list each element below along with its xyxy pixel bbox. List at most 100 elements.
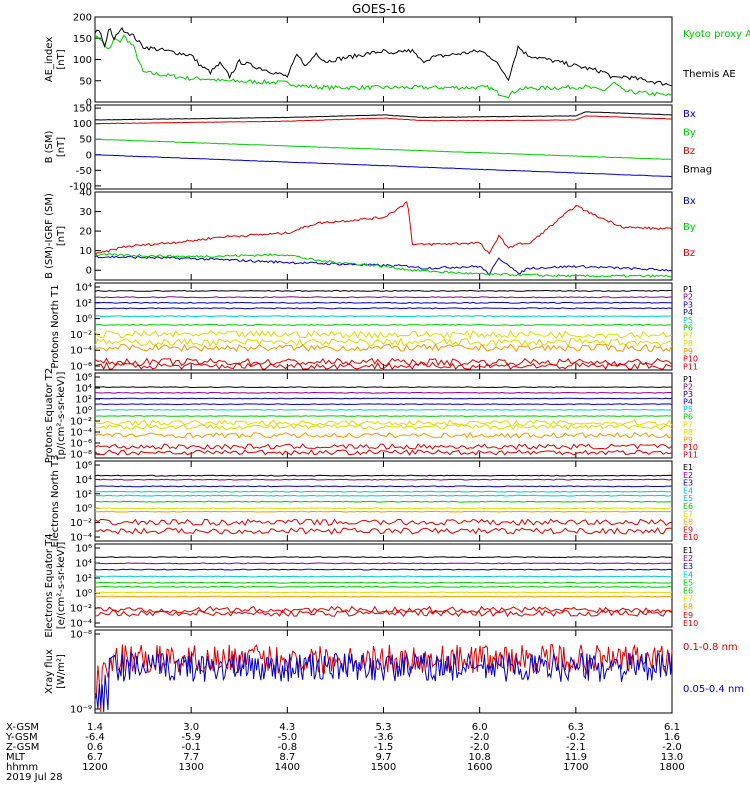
y-tick-label: -100 (69, 181, 92, 192)
footer-cell: 8.7 (279, 752, 295, 763)
y-axis-label: Protons North T1 (50, 284, 61, 368)
footer-row-label: hhmm (6, 762, 38, 773)
y-axis-unit: [nT] (56, 226, 67, 246)
y-tick-label: 10⁻⁸ (70, 450, 92, 461)
footer-cell: 6.0 (472, 722, 488, 733)
legend-label: P6 (683, 324, 693, 333)
y-axis-label: AE_index (44, 37, 55, 83)
series-e8 (95, 510, 673, 513)
legend-label: E9 (683, 525, 693, 534)
series-p5 (94, 408, 673, 411)
series-bz (94, 201, 673, 256)
legend-label: P3 (683, 300, 693, 309)
footer-cell: 3.0 (183, 722, 199, 733)
footer-cell: 5.3 (376, 722, 392, 733)
series-p3 (94, 301, 673, 304)
legend-label: E6 (683, 587, 693, 596)
footer-cell: 6.1 (664, 722, 680, 733)
series-p11 (94, 449, 673, 456)
footer-cell: 13.0 (661, 752, 683, 763)
y-tick-label: 0 (86, 98, 92, 109)
series-p3 (95, 397, 673, 400)
legend-label: E1 (683, 463, 693, 472)
legend-label: E6 (683, 502, 693, 511)
series-0-05-0-4-nm (94, 651, 673, 713)
y-tick-label: 10⁶ (75, 373, 92, 384)
footer-row-label: 2019 Jul 28 (6, 772, 63, 783)
series-by (94, 253, 673, 278)
y-tick-label: 0 (86, 150, 92, 161)
y-tick-label: 10⁻⁴ (70, 533, 92, 544)
legend-label: P10 (683, 443, 698, 452)
y-axis-unit: [nT] (56, 137, 67, 157)
panel-frame (94, 282, 673, 371)
series-p11 (94, 361, 673, 371)
y-tick-label: 200 (73, 13, 92, 24)
footer-cell: -3.6 (374, 732, 394, 743)
series-p8 (94, 423, 673, 431)
footer-cell: 0.6 (87, 742, 103, 753)
legend-label: E7 (683, 595, 693, 604)
y-tick-label: 50 (79, 135, 92, 146)
legend-label: Bz (683, 146, 695, 157)
legend-label: E5 (683, 578, 693, 587)
series-p6 (94, 415, 673, 417)
legend-label: P7 (683, 420, 693, 429)
legend-label: By (683, 128, 696, 139)
y-axis-label: Protons Equator T2 (44, 368, 55, 464)
series-e1 (94, 556, 673, 559)
footer-cell: -2.0 (470, 742, 490, 753)
y-tick-label: 10⁻² (70, 417, 92, 428)
footer-cell: 1700 (563, 762, 588, 773)
series-p2 (94, 391, 673, 394)
legend-label: P5 (683, 316, 693, 325)
legend-label: E10 (683, 619, 698, 628)
series-p7 (94, 419, 673, 427)
series-e3 (95, 485, 673, 488)
y-tick-label: 10⁴ (75, 559, 92, 570)
legend-label: P9 (683, 435, 693, 444)
legend-label: P4 (683, 398, 693, 407)
legend-label: Bz (683, 248, 695, 259)
footer-row-label: Z-GSM (6, 742, 39, 753)
series-themis-ae (94, 27, 673, 87)
y-tick-label: 10⁻⁶ (70, 362, 92, 373)
series-p8 (94, 337, 673, 347)
y-axis-label: B (SM)-IGRF (SM) (44, 193, 55, 279)
series-p10 (94, 357, 673, 367)
series-e8 (94, 595, 673, 598)
legend-label: 0.05-0.4 nm (683, 684, 744, 695)
legend-label: E4 (683, 570, 693, 579)
y-axis-label: Xray flux (44, 649, 55, 694)
y-tick-label: 10⁶ (75, 544, 92, 555)
footer-cell: -2.0 (470, 732, 490, 743)
legend-label: Bmag (683, 165, 712, 176)
series-e9 (94, 605, 673, 614)
series-e6 (94, 500, 673, 503)
footer-cell: -6.4 (85, 732, 105, 743)
footer-cell: 1500 (371, 762, 396, 773)
footer-cell: -5.0 (278, 732, 298, 743)
y-tick-label: 10⁰ (75, 406, 92, 417)
footer-cell: -2.1 (566, 742, 586, 753)
y-tick-label: 100 (73, 55, 92, 66)
series-by (94, 138, 673, 160)
series-p4 (94, 307, 673, 310)
legend-label: E4 (683, 486, 693, 495)
footer-row-label: X-GSM (6, 722, 39, 733)
y-axis-unit: [e/(cm²-s-sr-keV)] (56, 542, 67, 630)
footer-cell: 1400 (275, 762, 300, 773)
footer-cell: 7.7 (183, 752, 199, 763)
y-tick-label: 10² (75, 574, 92, 585)
legend-label: P1 (683, 285, 693, 294)
y-tick-label: 10⁻⁸ (70, 630, 92, 641)
series-p5 (94, 315, 673, 318)
y-tick-label: 10⁻⁴ (70, 619, 92, 630)
legend-label: P6 (683, 413, 693, 422)
series-e7 (94, 591, 673, 594)
footer-cell: -0.2 (566, 732, 586, 743)
legend-label: P2 (683, 383, 693, 392)
series-bx (94, 255, 673, 277)
legend-label: P3 (683, 390, 693, 399)
y-tick-label: 10⁴ (75, 283, 92, 294)
